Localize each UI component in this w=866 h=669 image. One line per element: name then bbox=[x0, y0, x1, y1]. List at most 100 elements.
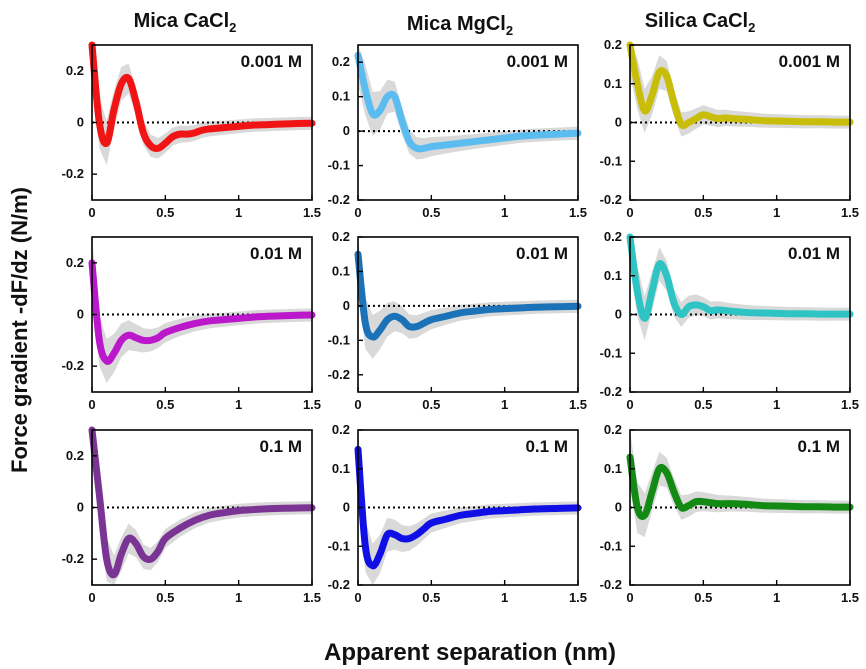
y-tick-label: 0 bbox=[615, 500, 622, 515]
x-tick-label: 1.5 bbox=[569, 397, 587, 412]
mean-force-curve bbox=[354, 250, 582, 341]
y-tick-label: 0.1 bbox=[604, 76, 622, 91]
x-tick-label: 1 bbox=[235, 590, 242, 605]
concentration-label: 0.001 M bbox=[779, 52, 840, 71]
x-tick-label: 0.5 bbox=[156, 205, 174, 220]
x-tick-label: 0.5 bbox=[694, 397, 712, 412]
concentration-label: 0.001 M bbox=[241, 52, 302, 71]
y-tick-label: -0.1 bbox=[328, 538, 350, 553]
y-tick-label: 0.2 bbox=[604, 229, 622, 244]
panel-mica-mgcl2-0.01: 0 0.5 1 1.5 0.2 0.1 0 -0.1 -0.2 0.01 M bbox=[328, 229, 587, 412]
panel-mica-cacl2-0.01: 0 0.5 1 1.5 0.2 0 -0.2 0.01 M bbox=[62, 236, 321, 412]
y-tick-label: -0.2 bbox=[62, 551, 84, 566]
panel-mica-cacl2-0.001: 0 0.5 1 1.5 0.2 0 -0.2 0.001 M bbox=[62, 41, 321, 220]
panel-silica-cacl2-0.001: 0 0.5 1 1.5 0.2 0.1 0 -0.1 -0.2 0.001 M bbox=[600, 37, 859, 220]
column-title-mica-mgcl2: Mica MgCl2 bbox=[407, 13, 513, 38]
x-tick-label: 1.5 bbox=[303, 205, 321, 220]
y-tick-label: -0.2 bbox=[600, 577, 622, 592]
x-tick-label: 0 bbox=[626, 397, 633, 412]
y-tick-label: 0 bbox=[343, 298, 350, 313]
trace-envelope bbox=[92, 237, 312, 384]
y-tick-label: -0.2 bbox=[62, 358, 84, 373]
x-tick-label: 0 bbox=[88, 397, 95, 412]
y-tick-label: -0.1 bbox=[600, 153, 622, 168]
x-tick-label: 1.5 bbox=[841, 205, 859, 220]
y-tick-label: -0.1 bbox=[328, 158, 350, 173]
column-title-silica-cacl2: Silica CaCl2 bbox=[645, 10, 756, 35]
panel-silica-cacl2-0.01: 0 0.5 1 1.5 0.2 0.1 0 -0.1 -0.2 0.01 M bbox=[600, 229, 859, 412]
x-tick-label: 0 bbox=[354, 397, 361, 412]
mean-force-curve bbox=[354, 51, 582, 153]
axes-frame bbox=[357, 236, 579, 393]
column-titles: Mica CaCl2 Mica MgCl2 Silica CaCl2 bbox=[134, 10, 756, 38]
y-tick-label: 0 bbox=[343, 123, 350, 138]
mean-force-curve bbox=[354, 445, 582, 570]
x-tick-label: 0.5 bbox=[422, 590, 440, 605]
x-tick-label: 0 bbox=[88, 205, 95, 220]
y-tick-label: -0.2 bbox=[600, 384, 622, 399]
x-tick-label: 0.5 bbox=[156, 590, 174, 605]
x-tick-label: 1 bbox=[235, 205, 242, 220]
x-tick-label: 0 bbox=[626, 205, 633, 220]
panel-mica-mgcl2-0.1: 0 0.5 1 1.5 0.2 0.1 0 -0.1 -0.2 0.1 M bbox=[328, 422, 587, 605]
x-tick-label: 1 bbox=[235, 397, 242, 412]
x-tick-label: 0 bbox=[354, 205, 361, 220]
concentration-label: 0.001 M bbox=[507, 52, 568, 71]
y-tick-label: 0 bbox=[343, 500, 350, 515]
y-tick-label: 0.1 bbox=[604, 268, 622, 283]
x-tick-label: 0 bbox=[354, 590, 361, 605]
y-axis-label: Force gradient -dF/dz (N/m) bbox=[7, 187, 32, 473]
mean-force-curve bbox=[88, 259, 316, 365]
concentration-label: 0.01 M bbox=[250, 244, 302, 263]
x-tick-label: 0.5 bbox=[694, 590, 712, 605]
x-tick-label: 1 bbox=[773, 397, 780, 412]
column-title-mica-cacl2: Mica CaCl2 bbox=[134, 10, 237, 35]
y-tick-label: 0 bbox=[615, 115, 622, 130]
mean-force-curve bbox=[88, 426, 316, 579]
concentration-label: 0.1 M bbox=[797, 437, 840, 456]
y-tick-label: 0.2 bbox=[332, 422, 350, 437]
y-tick-label: 0.2 bbox=[332, 229, 350, 244]
x-tick-label: 1 bbox=[501, 590, 508, 605]
y-tick-label: 0 bbox=[77, 500, 84, 515]
x-tick-label: 1.5 bbox=[841, 590, 859, 605]
y-tick-label: 0 bbox=[77, 115, 84, 130]
panel-mica-cacl2-0.1: 0 0.5 1 1.5 0.2 0 -0.2 0.1 M bbox=[62, 426, 321, 605]
x-tick-label: 0 bbox=[88, 590, 95, 605]
mean-force-curve bbox=[626, 233, 854, 322]
y-tick-label: 0 bbox=[77, 307, 84, 322]
y-tick-label: 0.2 bbox=[604, 422, 622, 437]
concentration-label: 0.1 M bbox=[525, 437, 568, 456]
plot-area bbox=[358, 45, 578, 200]
y-tick-label: -0.1 bbox=[600, 538, 622, 553]
x-tick-label: 1.5 bbox=[569, 205, 587, 220]
y-tick-label: -0.2 bbox=[600, 192, 622, 207]
y-tick-label: -0.1 bbox=[600, 345, 622, 360]
trace-envelope bbox=[630, 45, 850, 137]
concentration-label: 0.1 M bbox=[259, 437, 302, 456]
y-tick-label: 0.2 bbox=[604, 37, 622, 52]
mean-force-curve bbox=[88, 41, 316, 152]
y-tick-label: 0.2 bbox=[66, 255, 84, 270]
concentration-label: 0.01 M bbox=[788, 244, 840, 263]
mean-force-curve bbox=[626, 41, 854, 130]
panel-mica-mgcl2-0.001: 0 0.5 1 1.5 0.2 0.1 0 -0.1 -0.2 0.001 M bbox=[328, 44, 587, 220]
y-tick-label: 0 bbox=[615, 307, 622, 322]
y-tick-label: -0.1 bbox=[328, 332, 350, 347]
x-tick-label: 0.5 bbox=[694, 205, 712, 220]
y-tick-label: -0.2 bbox=[62, 166, 84, 181]
y-tick-label: 0.1 bbox=[332, 461, 350, 476]
y-tick-label: -0.2 bbox=[328, 367, 350, 382]
chart-panels: 0 0.5 1 1.5 0.2 0 -0.2 0.001 M 0 0.5 1 1.5 0.2 0.1 0 -0… bbox=[62, 37, 859, 605]
x-tick-label: 0 bbox=[626, 590, 633, 605]
axes-frame bbox=[357, 44, 579, 201]
x-tick-label: 1.5 bbox=[303, 590, 321, 605]
panel-silica-cacl2-0.1: 0 0.5 1 1.5 0.2 0.1 0 -0.1 -0.2 0.1 M bbox=[600, 422, 859, 605]
x-tick-label: 0.5 bbox=[156, 397, 174, 412]
x-tick-label: 1 bbox=[501, 397, 508, 412]
concentration-label: 0.01 M bbox=[516, 244, 568, 263]
mean-force-curve bbox=[626, 453, 854, 520]
x-tick-label: 1 bbox=[773, 205, 780, 220]
trace-envelope bbox=[92, 430, 312, 585]
